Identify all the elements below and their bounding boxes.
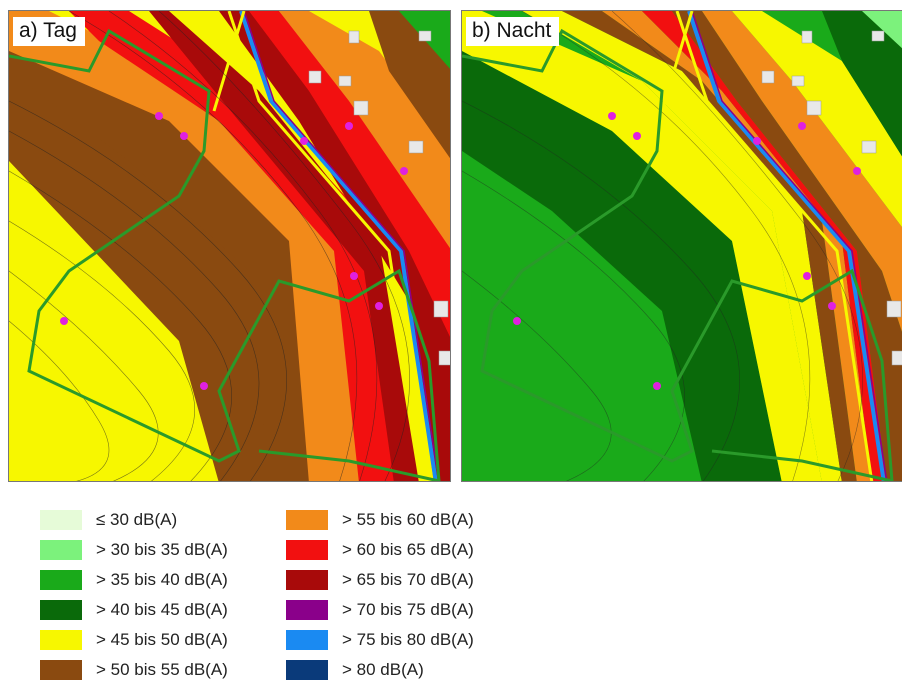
legend-label: > 50 bis 55 dB(A) [96, 660, 228, 679]
legend-label: > 45 bis 50 dB(A) [96, 630, 228, 649]
legend-label: > 65 bis 70 dB(A) [342, 570, 474, 589]
legend-item: > 50 bis 55 dB(A) [40, 655, 228, 685]
legend-swatch [286, 600, 328, 620]
legend-label: > 40 bis 45 dB(A) [96, 600, 228, 619]
legend-swatch [40, 570, 82, 590]
legend-swatch [40, 660, 82, 680]
panel-label-day: a) Tag [13, 17, 85, 46]
legend-label: > 75 bis 80 dB(A) [342, 630, 474, 649]
legend-swatch [40, 510, 82, 530]
legend-column-left: ≤ 30 dB(A) > 30 bis 35 dB(A) > 35 bis 40… [40, 505, 228, 685]
legend-column-right: > 55 bis 60 dB(A) > 60 bis 65 dB(A) > 65… [286, 505, 474, 685]
legend-item: > 45 bis 50 dB(A) [40, 625, 228, 655]
legend-swatch [40, 540, 82, 560]
legend-item: > 55 bis 60 dB(A) [286, 505, 474, 535]
legend-swatch [286, 510, 328, 530]
map-panel-day: a) Tag [8, 10, 451, 482]
legend-item: > 75 bis 80 dB(A) [286, 625, 474, 655]
legend-label: ≤ 30 dB(A) [96, 510, 178, 529]
legend-label: > 80 dB(A) [342, 660, 424, 679]
legend-item: ≤ 30 dB(A) [40, 505, 228, 535]
panel-label-night: b) Nacht [466, 17, 560, 46]
legend-item: > 30 bis 35 dB(A) [40, 535, 228, 565]
legend-swatch [286, 540, 328, 560]
legend-item: > 40 bis 45 dB(A) [40, 595, 228, 625]
noise-map-night [462, 11, 902, 481]
legend-item: > 65 bis 70 dB(A) [286, 565, 474, 595]
legend-item: > 70 bis 75 dB(A) [286, 595, 474, 625]
legend-swatch [286, 660, 328, 680]
legend-item: > 80 dB(A) [286, 655, 474, 685]
legend-label: > 60 bis 65 dB(A) [342, 540, 474, 559]
legend-swatch [40, 600, 82, 620]
noise-map-day [9, 11, 450, 481]
legend-label: > 55 bis 60 dB(A) [342, 510, 474, 529]
legend-swatch [286, 570, 328, 590]
legend-item: > 60 bis 65 dB(A) [286, 535, 474, 565]
legend-swatch [40, 630, 82, 650]
legend-item: > 35 bis 40 dB(A) [40, 565, 228, 595]
legend-label: > 35 bis 40 dB(A) [96, 570, 228, 589]
noise-level-legend: ≤ 30 dB(A) > 30 bis 35 dB(A) > 35 bis 40… [40, 505, 560, 680]
legend-label: > 70 bis 75 dB(A) [342, 600, 474, 619]
map-panel-night: b) Nacht [461, 10, 902, 482]
legend-label: > 30 bis 35 dB(A) [96, 540, 228, 559]
legend-swatch [286, 630, 328, 650]
